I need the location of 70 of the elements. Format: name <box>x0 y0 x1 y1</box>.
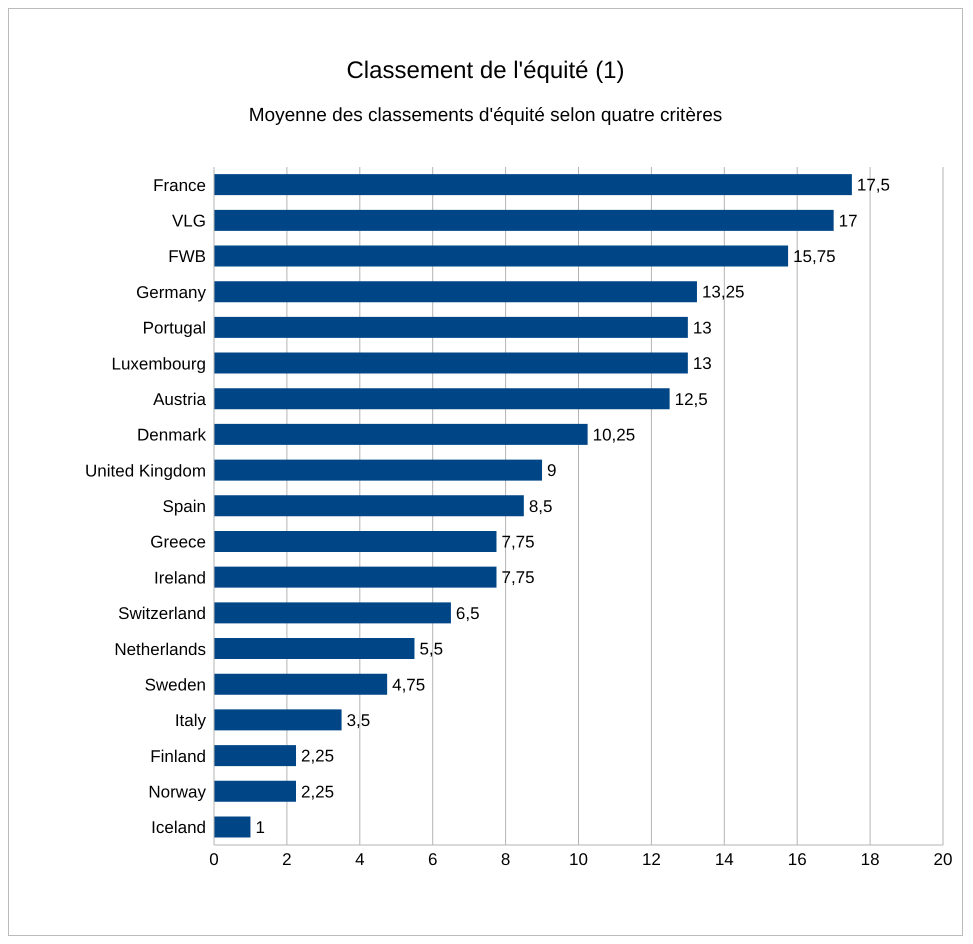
data-label: 3,5 <box>346 710 370 730</box>
data-label: 7,75 <box>501 532 535 552</box>
x-tick-label: 12 <box>642 850 661 870</box>
y-tick-label: Switzerland <box>118 604 206 624</box>
data-label: 13,25 <box>702 282 745 302</box>
y-tick-label: France <box>153 176 206 195</box>
y-tick-label: Luxembourg <box>111 354 206 374</box>
data-label: 1 <box>255 818 265 837</box>
data-label: 4,75 <box>392 675 426 694</box>
data-label: 10,25 <box>592 425 636 444</box>
data-label: 5,5 <box>419 640 444 659</box>
x-tick-label: 0 <box>209 850 219 870</box>
data-label: 2,25 <box>301 746 334 766</box>
y-tick-label: Spain <box>162 497 206 516</box>
y-tick-label: VLG <box>172 212 206 231</box>
data-label: 13 <box>692 318 712 338</box>
bar <box>214 281 697 302</box>
chart-title: Classement de l'équité (1) <box>345 57 626 86</box>
data-label: 13 <box>692 354 712 374</box>
data-label: 8,5 <box>528 496 552 516</box>
bar <box>214 352 688 374</box>
data-label: 15,75 <box>793 247 836 266</box>
bar <box>214 388 670 410</box>
x-tick-label: 14 <box>714 850 734 870</box>
x-tick-label: 4 <box>355 850 365 870</box>
y-tick-label: Germany <box>136 282 206 302</box>
y-tick-label: Sweden <box>144 675 206 694</box>
x-tick-label: 20 <box>934 850 952 870</box>
bar <box>214 530 496 552</box>
x-tick-label: 10 <box>569 850 588 870</box>
x-tick-label: 16 <box>788 850 807 870</box>
y-tick-label: Finland <box>150 746 206 766</box>
y-tick-label: Italy <box>174 711 206 730</box>
y-tick-label: Austria <box>153 390 207 409</box>
y-tick-label: Iceland <box>151 818 206 838</box>
y-tick-label: United Kingdom <box>85 461 206 480</box>
bar <box>214 210 834 231</box>
x-tick-label: 2 <box>282 850 292 870</box>
bar <box>214 816 250 838</box>
data-label: 6,5 <box>456 604 480 623</box>
bar <box>214 566 496 588</box>
bar <box>214 246 788 267</box>
y-tick-label: Netherlands <box>114 640 206 659</box>
data-label: 9 <box>547 461 557 480</box>
y-tick-label: Denmark <box>137 426 206 445</box>
bar <box>214 316 688 338</box>
x-tick-label: 6 <box>428 850 438 870</box>
y-tick-label: FWB <box>168 247 206 266</box>
bar <box>214 174 852 196</box>
y-tick-label: Ireland <box>154 568 206 588</box>
bar <box>214 495 524 516</box>
bar <box>214 709 342 730</box>
bar <box>214 638 414 660</box>
y-tick-label: Portugal <box>142 318 206 338</box>
x-tick-label: 18 <box>860 850 880 870</box>
y-tick-label: Greece <box>150 532 206 552</box>
bar <box>214 674 388 695</box>
bar <box>214 602 451 624</box>
data-label: 2,25 <box>301 782 334 802</box>
chart-subtitle: Moyenne des classements d'équité selon quatre critères <box>248 105 724 128</box>
bar <box>214 780 296 802</box>
bar <box>214 745 296 766</box>
data-label: 12,5 <box>674 390 708 409</box>
bar <box>214 424 588 445</box>
x-tick-label: 8 <box>500 850 510 870</box>
y-tick-label: Norway <box>148 782 206 802</box>
data-label: 7,75 <box>501 568 535 588</box>
data-label: 17 <box>838 211 858 230</box>
bar <box>214 460 542 481</box>
data-label: 17,5 <box>856 176 890 195</box>
